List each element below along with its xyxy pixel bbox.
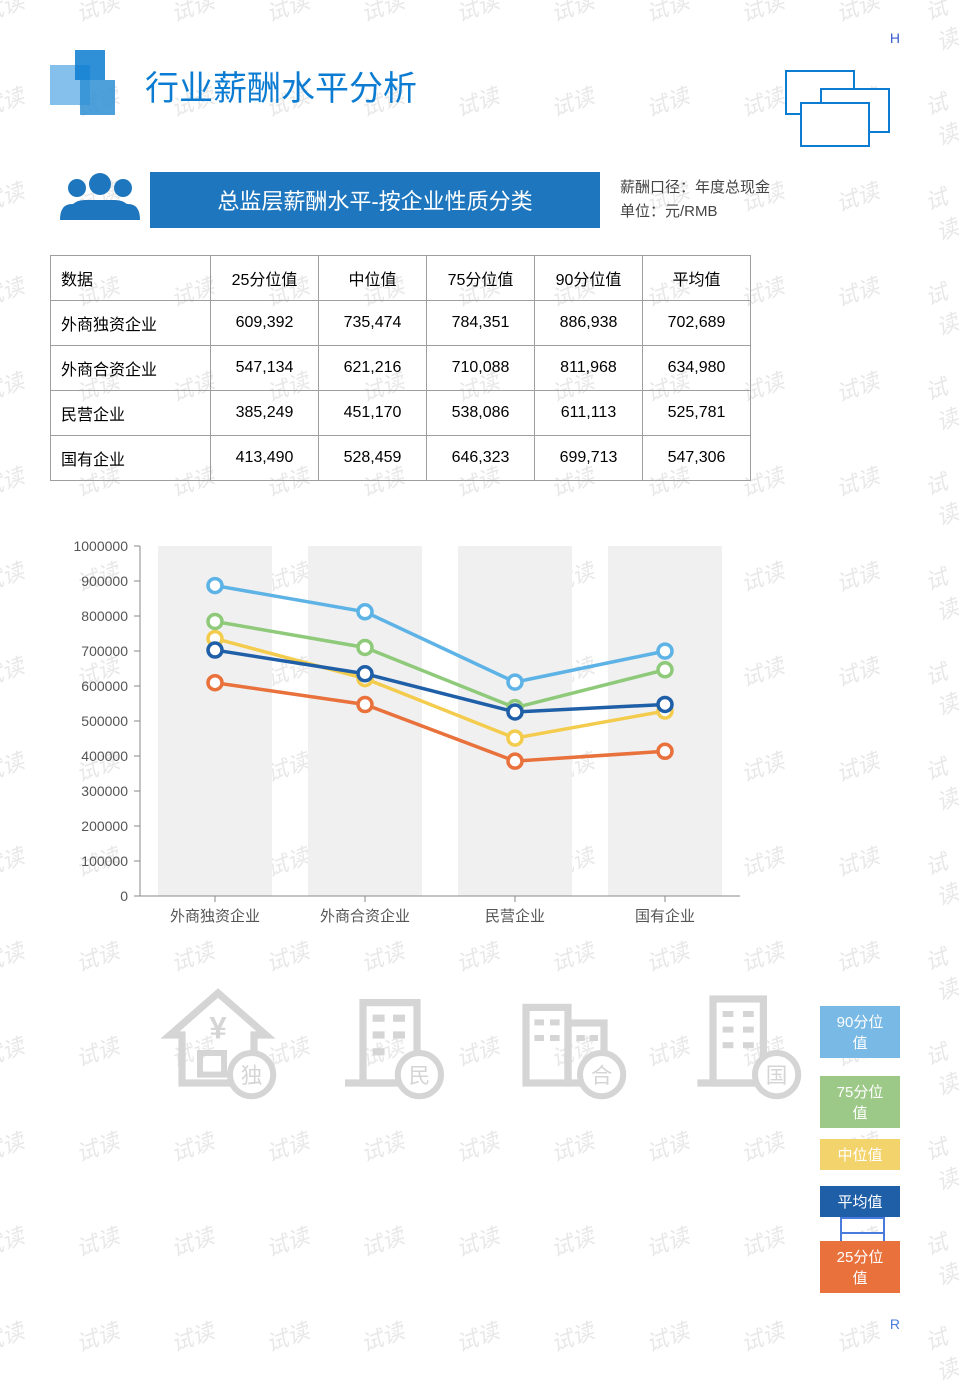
svg-text:¥: ¥ xyxy=(209,1011,227,1046)
svg-text:民: 民 xyxy=(408,1063,430,1088)
table-header: 90分位值 xyxy=(535,256,643,301)
table-row: 外商合资企业547,134621,216710,088811,968634,98… xyxy=(51,346,751,391)
table-header: 75分位值 xyxy=(427,256,535,301)
meta-line-2: 单位：元/RMB xyxy=(620,200,770,224)
svg-text:国: 国 xyxy=(765,1063,787,1088)
table-header: 平均值 xyxy=(643,256,751,301)
building-icon: 民 xyxy=(333,981,453,1101)
meta-line-1: 薪酬口径：年度总现金 xyxy=(620,176,770,200)
svg-text:0: 0 xyxy=(120,888,128,904)
svg-text:500000: 500000 xyxy=(81,713,128,729)
legend-item: 平均值 xyxy=(820,1186,900,1217)
page-marker-top: H xyxy=(890,30,900,46)
building-icons-row: ¥独民合国 xyxy=(50,981,910,1101)
page-marker-bottom: R xyxy=(890,1316,900,1332)
svg-text:1000000: 1000000 xyxy=(73,538,128,554)
legend-item: 25分位值 xyxy=(820,1241,900,1293)
svg-text:外商合资企业: 外商合资企业 xyxy=(320,907,410,925)
page-header: 行业薪酬水平分析 xyxy=(50,50,910,120)
svg-text:900000: 900000 xyxy=(81,573,128,589)
svg-text:800000: 800000 xyxy=(81,608,128,624)
salary-table: 数据25分位值中位值75分位值90分位值平均值外商独资企业609,392735,… xyxy=(50,255,751,481)
svg-text:300000: 300000 xyxy=(81,783,128,799)
table-header: 25分位值 xyxy=(211,256,319,301)
svg-text:200000: 200000 xyxy=(81,818,128,834)
table-row: 国有企业413,490528,459646,323699,713547,306 xyxy=(51,436,751,481)
legend-item: 75分位值 xyxy=(820,1076,900,1128)
subtitle-row: 总监层薪酬水平-按企业性质分类 薪酬口径：年度总现金 单位：元/RMB xyxy=(50,170,910,230)
decorative-boxes-top xyxy=(785,70,905,150)
table-header: 数据 xyxy=(51,256,211,301)
svg-text:100000: 100000 xyxy=(81,853,128,869)
legend-item: 中位值 xyxy=(820,1139,900,1170)
svg-text:600000: 600000 xyxy=(81,678,128,694)
svg-text:外商独资企业: 外商独资企业 xyxy=(170,907,260,925)
building-icon: 国 xyxy=(683,981,803,1101)
building-icon: ¥独 xyxy=(158,981,278,1101)
legend-item: 90分位值 xyxy=(820,1006,900,1058)
subtitle-meta: 薪酬口径：年度总现金 单位：元/RMB xyxy=(620,176,770,224)
building-icon: 合 xyxy=(508,981,628,1101)
svg-text:国有企业: 国有企业 xyxy=(635,907,695,925)
table-row: 民营企业385,249451,170538,086611,113525,781 xyxy=(51,391,751,436)
page-title: 行业薪酬水平分析 xyxy=(145,61,417,110)
svg-text:民营企业: 民营企业 xyxy=(485,907,545,925)
subtitle-bar: 总监层薪酬水平-按企业性质分类 xyxy=(150,172,600,228)
salary-chart: 0 100000 200000 300000 400000 500000 600000 700… xyxy=(40,526,890,956)
svg-text:700000: 700000 xyxy=(81,643,128,659)
svg-text:400000: 400000 xyxy=(81,748,128,764)
table-header: 中位值 xyxy=(319,256,427,301)
people-icon xyxy=(50,170,150,230)
header-icon xyxy=(50,50,120,120)
table-row: 外商独资企业609,392735,474784,351886,938702,68… xyxy=(51,301,751,346)
svg-text:合: 合 xyxy=(590,1063,612,1088)
svg-text:独: 独 xyxy=(240,1063,262,1088)
